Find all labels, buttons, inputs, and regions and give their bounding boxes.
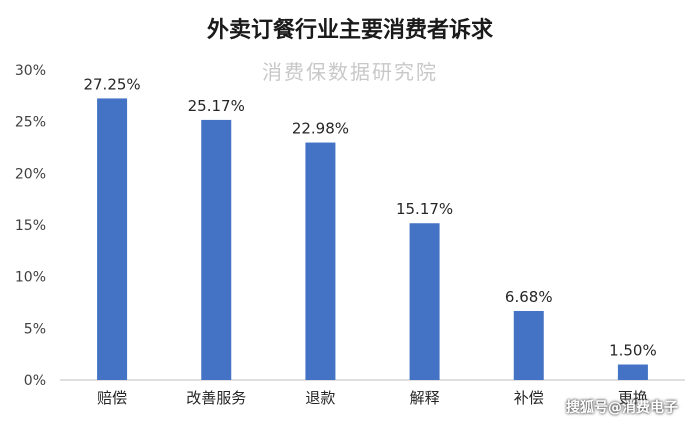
bar-data-label: 22.98% xyxy=(292,120,349,138)
x-category-label: 更换 xyxy=(618,389,648,407)
bar xyxy=(617,364,648,380)
y-tick-label: 25% xyxy=(15,115,46,131)
watermark-research-institute: 消费保数据研究院 xyxy=(262,60,438,84)
x-axis-tick-labels: 赔偿 改善服务 退款 解释 补偿 更换 xyxy=(97,389,648,407)
bar xyxy=(513,310,544,380)
data-labels: 27.25% 25.17% 22.98% 15.17% 6.68% 1.50% xyxy=(83,75,656,359)
x-category-label: 改善服务 xyxy=(186,389,246,407)
bar-data-label: 1.50% xyxy=(609,342,657,360)
y-tick-label: 10% xyxy=(15,270,46,286)
y-tick-label: 15% xyxy=(15,218,46,234)
x-category-label: 赔偿 xyxy=(97,389,127,407)
bar xyxy=(409,223,440,380)
bar-data-label: 27.25% xyxy=(83,75,140,93)
y-axis-tick-labels: 0% 5% 10% 15% 20% 25% 30% xyxy=(15,63,46,389)
bar xyxy=(201,119,232,380)
bars xyxy=(97,98,648,381)
watermark-sohu-account: 搜狐号@消费电子 xyxy=(566,400,678,416)
bar xyxy=(305,142,336,380)
y-tick-label: 0% xyxy=(24,373,46,389)
chart-title: 外卖订餐行业主要消费者诉求 xyxy=(206,18,493,43)
x-category-label: 退款 xyxy=(305,389,335,407)
y-tick-label: 5% xyxy=(24,321,46,337)
x-category-label: 解释 xyxy=(410,389,440,407)
bar-data-label: 25.17% xyxy=(188,97,245,115)
bar xyxy=(97,98,128,381)
bar-data-label: 15.17% xyxy=(396,200,453,218)
x-category-label: 补偿 xyxy=(514,389,544,407)
bar-data-label: 6.68% xyxy=(505,288,553,306)
y-tick-label: 20% xyxy=(15,166,46,182)
y-tick-label: 30% xyxy=(15,63,46,79)
